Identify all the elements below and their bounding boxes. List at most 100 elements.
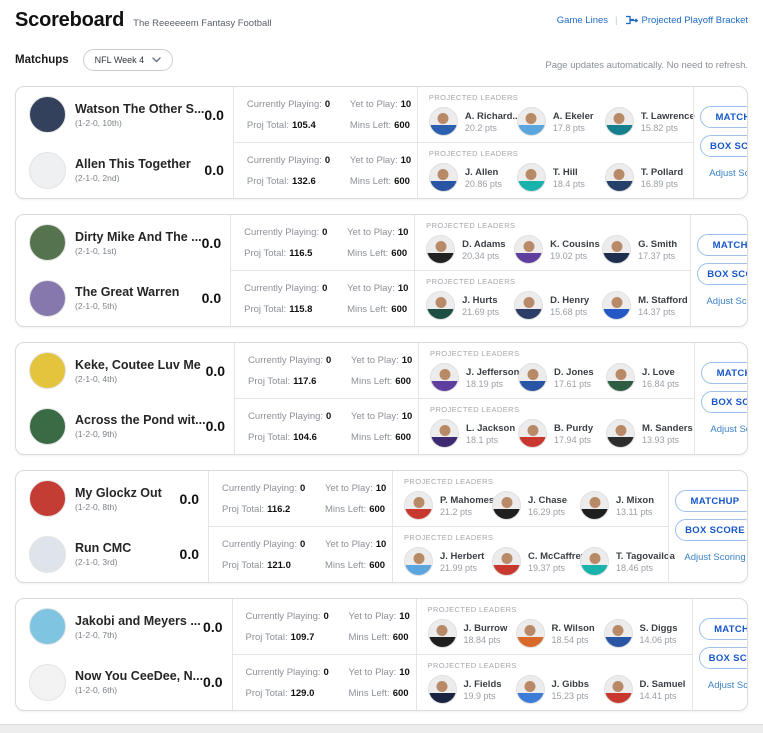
box-score-button[interactable]: BOX SCORE <box>699 135 747 157</box>
player-points: 21.99 pts <box>440 562 478 573</box>
leader-player[interactable]: A. Ekeler 17.8 pts <box>516 107 605 136</box>
stat-value: 10 <box>399 610 410 622</box>
leader-player[interactable]: C. McCaffrey 19.37 pts <box>492 547 586 576</box>
adjust-scoring-link[interactable]: Adjust Scoring <box>710 424 747 435</box>
leader-player[interactable]: J. Burrow 18.84 pts <box>427 619 516 648</box>
team-row[interactable]: Keke, Coutee Luv Me (2-1-0, 4th) 0.0 <box>16 343 234 399</box>
leader-player[interactable]: M. Sanders 13.93 pts <box>606 419 694 448</box>
adjust-scoring-link[interactable]: Adjust Scoring <box>709 168 747 179</box>
stats-and-leaders-column: Currently Playing: 0 Yet to Play: 10 Proj … <box>232 599 692 710</box>
leader-player[interactable]: P. Mahomes 21.2 pts <box>404 491 494 520</box>
leader-player[interactable]: T. Hill 18.4 pts <box>516 163 605 192</box>
stat-value: 10 <box>375 482 387 494</box>
team-name[interactable]: Keke, Coutee Luv Me <box>75 357 201 372</box>
team-name[interactable]: Jakobi and Meyers ... <box>75 613 201 628</box>
team-row[interactable]: Run CMC (2-1-0, 3rd) 0.0 <box>16 527 208 583</box>
leader-player[interactable]: B. Purdy 17.94 pts <box>518 419 606 448</box>
box-score-button[interactable]: BOX SCORE <box>701 391 747 413</box>
box-score-button[interactable]: BOX SCORE <box>675 519 747 541</box>
leader-player[interactable]: J. Fields 19.9 pts <box>427 675 516 704</box>
team-name[interactable]: Now You CeeDee, N... <box>75 669 204 684</box>
box-score-button[interactable]: BOX SCORE <box>697 263 747 285</box>
actions-column: MATCHUP BOX SCORE Adjust Scoring <box>690 215 747 326</box>
team-row[interactable]: Across the Pond wit... (1-2-0, 9th) 0.0 <box>16 399 234 455</box>
adjust-scoring-link[interactable]: Adjust Scoring <box>684 552 746 563</box>
leader-player[interactable]: S. Diggs 14.06 pts <box>603 619 692 648</box>
teams-column: Jakobi and Meyers ... (1-2-0, 7th) 0.0 N… <box>16 599 233 710</box>
game-lines-link[interactable]: Game Lines <box>557 15 608 26</box>
projected-playoff-bracket-link[interactable]: Projected Playoff Bracket <box>625 14 748 26</box>
leader-player[interactable]: M. Stafford 14.37 pts <box>602 291 690 320</box>
week-selected-value: NFL Week 4 <box>94 55 145 65</box>
page-header: Scoreboard The Reeeeeem Fantasy Football… <box>0 0 763 32</box>
team-row[interactable]: The Great Warren (2-1-0, 5th) 0.0 <box>16 271 230 327</box>
player-jersey <box>604 693 632 703</box>
player-jersey <box>517 181 545 191</box>
leader-player[interactable]: D. Samuel 14.41 pts <box>603 675 692 704</box>
team-stats: Currently Playing: 0 Yet to Play: 10 Proj … <box>209 527 392 582</box>
leader-player[interactable]: J. Chase 16.29 pts <box>492 491 580 520</box>
player-name: L. Jackson <box>466 422 516 434</box>
team-row[interactable]: Dirty Mike And The ... (2-1-0, 1st) 0.0 <box>16 215 230 271</box>
team-name[interactable]: Run CMC <box>75 541 132 556</box>
team-row[interactable]: Now You CeeDee, N... (1-2-0, 6th) 0.0 <box>16 655 232 711</box>
player-points: 14.06 pts <box>639 634 677 645</box>
team-record: (1-2-0, 6th) <box>75 685 118 696</box>
leader-player[interactable]: A. Richard... 20.2 pts <box>428 107 520 136</box>
team-name[interactable]: The Great Warren <box>75 285 180 300</box>
leader-player[interactable]: R. Wilson 18.54 pts <box>515 619 604 648</box>
stat-value: 600 <box>391 303 408 315</box>
week-selector-dropdown[interactable]: NFL Week 4 <box>82 49 174 71</box>
team-row[interactable]: Watson The Other S... (1-2-0, 10th) 0.0 <box>16 87 233 143</box>
team-name[interactable]: Watson The Other S... <box>75 101 205 116</box>
leader-player[interactable]: D. Jones 17.61 pts <box>518 363 606 392</box>
team-name[interactable]: Across the Pond wit... <box>75 413 206 428</box>
player-jersey <box>429 125 457 135</box>
player-jersey <box>519 437 547 447</box>
matchup-button[interactable]: MATCHUP <box>697 234 747 256</box>
team-row[interactable]: My Glockz Out (1-2-0, 8th) 0.0 <box>16 471 208 527</box>
leader-player[interactable]: J. Jefferson 18.19 pts <box>430 363 519 392</box>
stat-label: Yet to Play: <box>351 410 399 422</box>
leader-player[interactable]: T. Lawrence 15.82 pts <box>604 107 695 136</box>
leader-player[interactable]: K. Cousins 19.02 pts <box>514 235 602 264</box>
team-score: 0.0 <box>201 234 222 251</box>
stat-value: 0 <box>299 538 306 550</box>
team-name[interactable]: My Glockz Out <box>75 485 162 500</box>
team-name[interactable]: Dirty Mike And The ... <box>75 229 202 244</box>
stat-value: 0 <box>326 354 332 366</box>
adjust-scoring-link[interactable]: Adjust Scoring <box>707 680 748 691</box>
leader-player[interactable]: G. Smith 17.37 pts <box>602 235 690 264</box>
leader-player[interactable]: J. Hurts 21.69 pts <box>426 291 514 320</box>
player-avatar <box>404 547 433 576</box>
stat-label: Mins Left: <box>348 687 390 699</box>
leader-player[interactable]: D. Henry 15.68 pts <box>514 291 602 320</box>
actions-column: MATCHUP BOX SCORE Adjust Scoring <box>691 599 748 710</box>
team-name[interactable]: Allen This Together <box>75 157 191 172</box>
leader-player[interactable]: L. Jackson 18.1 pts <box>430 419 518 448</box>
matchup-button[interactable]: MATCHUP <box>701 362 747 384</box>
stat-value: 600 <box>392 631 409 643</box>
player-head <box>612 625 624 636</box>
matchup-button[interactable]: MATCHUP <box>699 106 747 128</box>
leader-player[interactable]: J. Herbert 21.99 pts <box>404 547 492 576</box>
box-score-button[interactable]: BOX SCORE <box>698 647 747 669</box>
stats-and-leaders-column: Currently Playing: 0 Yet to Play: 10 Proj … <box>209 471 675 582</box>
actions-column: MATCHUP BOX SCORE Adjust Scoring <box>692 87 747 198</box>
projected-leaders: PROJECTED LEADERS P. Mahomes 21.2 pts J. … <box>392 471 668 526</box>
leader-player[interactable]: J. Love 16.84 pts <box>606 363 694 392</box>
matchup-button[interactable]: MATCHUP <box>675 490 747 512</box>
leader-player[interactable]: T. Tagovailoa 18.46 pts <box>580 547 675 576</box>
leader-player[interactable]: J. Allen 20.86 pts <box>428 163 517 192</box>
stat-label: Currently Playing: <box>245 610 321 622</box>
adjust-scoring-link[interactable]: Adjust Scoring <box>706 296 747 307</box>
leader-player[interactable]: T. Pollard 16.89 pts <box>604 163 693 192</box>
matchup-button[interactable]: MATCHUP <box>698 618 747 640</box>
team-row[interactable]: Allen This Together (2-1-0, 2nd) 0.0 <box>16 143 233 199</box>
leader-player[interactable]: D. Adams 20.34 pts <box>426 235 514 264</box>
team-row[interactable]: Jakobi and Meyers ... (1-2-0, 7th) 0.0 <box>16 599 232 655</box>
player-jersey <box>604 637 632 647</box>
leader-player[interactable]: J. Gibbs 15.23 pts <box>515 675 604 704</box>
leader-player[interactable]: J. Mixon 13.11 pts <box>580 491 668 520</box>
player-jersey <box>605 181 633 191</box>
